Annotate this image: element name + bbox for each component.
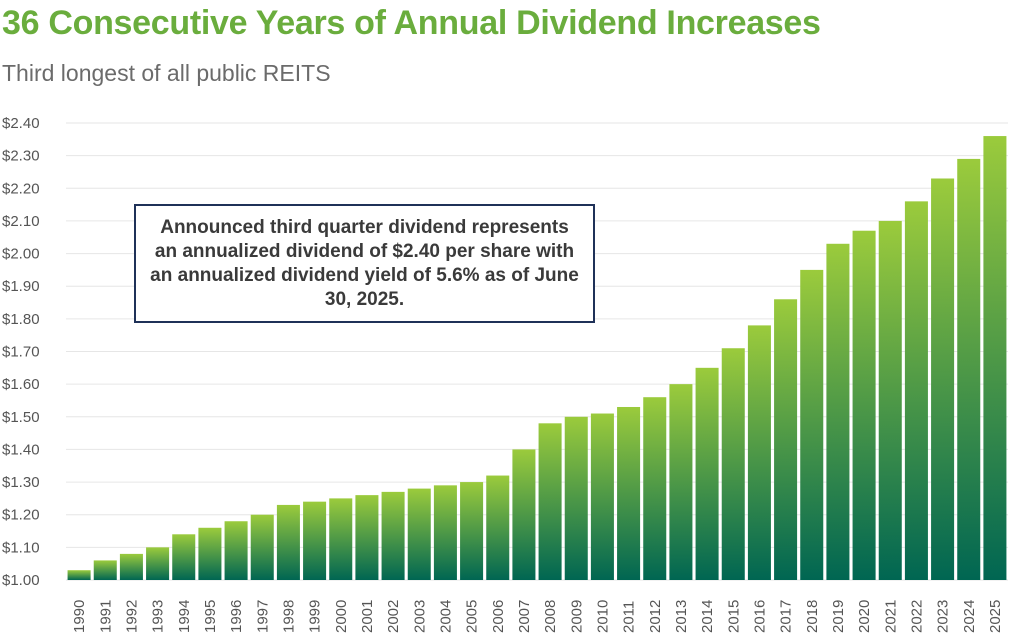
x-tick-label: 1991: [97, 600, 114, 633]
x-tick-label: 2002: [385, 600, 402, 633]
callout-text: Announced third quarter dividend represe…: [150, 216, 579, 310]
x-tick-label: 2003: [411, 600, 428, 633]
x-tick-label: 2013: [673, 600, 690, 633]
bar-2017: [774, 299, 798, 580]
bar-2016: [747, 325, 771, 580]
bar-1993: [146, 547, 170, 580]
x-tick-label: 2005: [464, 600, 481, 633]
bar-2006: [486, 475, 510, 580]
bar-2014: [695, 367, 719, 580]
x-tick-label: 2022: [908, 600, 925, 633]
y-tick-label: $2.20: [2, 180, 40, 197]
bar-2024: [957, 158, 981, 580]
bar-1996: [224, 521, 248, 580]
bar-2020: [852, 230, 876, 580]
y-tick-label: $2.30: [2, 148, 40, 165]
x-tick-label: 2017: [778, 600, 795, 633]
x-tick-label: 2016: [751, 600, 768, 633]
x-tick-label: 1998: [280, 600, 297, 633]
bar-2021: [878, 220, 902, 580]
bar-2025: [983, 136, 1007, 581]
x-tick-label: 2025: [987, 600, 1004, 633]
bar-2004: [433, 485, 457, 580]
bar-2000: [329, 498, 353, 580]
bar-1992: [119, 553, 143, 580]
x-tick-label: 2018: [804, 600, 821, 633]
bar-2011: [617, 406, 641, 580]
x-tick-label: 2000: [333, 600, 350, 633]
x-tick-label: 2024: [961, 600, 978, 633]
x-tick-label: 2011: [621, 601, 638, 633]
bar-1994: [172, 534, 196, 580]
y-tick-label: $1.70: [2, 344, 40, 361]
x-tick-label: 1997: [254, 600, 271, 633]
bar-2015: [721, 348, 745, 580]
x-tick-label: 2021: [882, 600, 899, 633]
y-tick-label: $1.30: [2, 474, 40, 491]
bar-1998: [276, 504, 300, 580]
bar-2019: [826, 243, 850, 580]
x-tick-label: 2007: [516, 600, 533, 633]
y-tick-label: $2.40: [2, 115, 40, 132]
bar-1995: [198, 527, 222, 580]
x-tick-label: 1990: [71, 600, 88, 633]
x-tick-label: 2023: [935, 600, 952, 633]
x-tick-label: 1996: [228, 600, 245, 633]
y-tick-label: $1.90: [2, 278, 40, 295]
y-tick-label: $1.20: [2, 507, 40, 524]
y-tick-label: $2.10: [2, 213, 40, 230]
x-tick-label: 1993: [150, 600, 167, 633]
x-tick-label: 1992: [123, 600, 140, 633]
x-tick-label: 2015: [725, 600, 742, 633]
x-tick-label: 2004: [437, 600, 454, 633]
x-tick-label: 1999: [307, 600, 324, 633]
bar-1997: [250, 514, 274, 580]
bar-1999: [303, 501, 327, 580]
bar-2013: [669, 384, 693, 580]
chart-subtitle: Third longest of all public REITS: [2, 60, 331, 86]
bar-2022: [904, 201, 928, 581]
x-tick-label: 2006: [490, 600, 507, 633]
bar-2007: [512, 449, 536, 580]
bar-2002: [381, 491, 405, 580]
y-axis: $1.00 $1.10 $1.20 $1.30 $1.40 $1.50 $1.60 $1.70…: [2, 115, 40, 589]
bar-2012: [643, 397, 667, 580]
bar-2001: [355, 495, 379, 580]
y-tick-label: $1.40: [2, 441, 40, 458]
y-tick-label: $1.00: [2, 572, 40, 589]
bar-2008: [538, 423, 562, 580]
y-tick-label: $1.50: [2, 409, 40, 426]
bar-2009: [564, 416, 588, 580]
x-tick-label: 2012: [647, 600, 664, 633]
y-tick-label: $1.80: [2, 311, 40, 328]
bar-2023: [931, 178, 955, 580]
dividend-callout-box: Announced third quarter dividend represe…: [134, 204, 595, 323]
x-tick-label: 2009: [568, 600, 585, 633]
bar-1990: [67, 570, 91, 580]
x-axis: 1990 1991 1992 1993 1994 1995 1996 1997 1998 1999…: [71, 600, 1004, 633]
chart-title: 36 Consecutive Years of Annual Dividend …: [2, 4, 821, 42]
bar-2010: [590, 413, 614, 580]
y-tick-label: $2.00: [2, 246, 40, 263]
bar-2018: [800, 269, 824, 580]
y-tick-label: $1.10: [2, 539, 40, 556]
bar-2003: [407, 488, 431, 580]
x-tick-label: 2001: [359, 600, 376, 633]
bar-1991: [93, 560, 117, 580]
bar-series: [67, 136, 1007, 581]
x-tick-label: 2019: [830, 600, 847, 633]
y-tick-label: $1.60: [2, 376, 40, 393]
bar-2005: [460, 482, 484, 580]
x-tick-label: 2010: [594, 600, 611, 633]
x-tick-label: 1994: [176, 600, 193, 633]
x-tick-label: 1995: [202, 600, 219, 633]
x-tick-label: 2014: [699, 600, 716, 633]
x-tick-label: 2008: [542, 600, 559, 633]
x-tick-label: 2020: [856, 600, 873, 633]
